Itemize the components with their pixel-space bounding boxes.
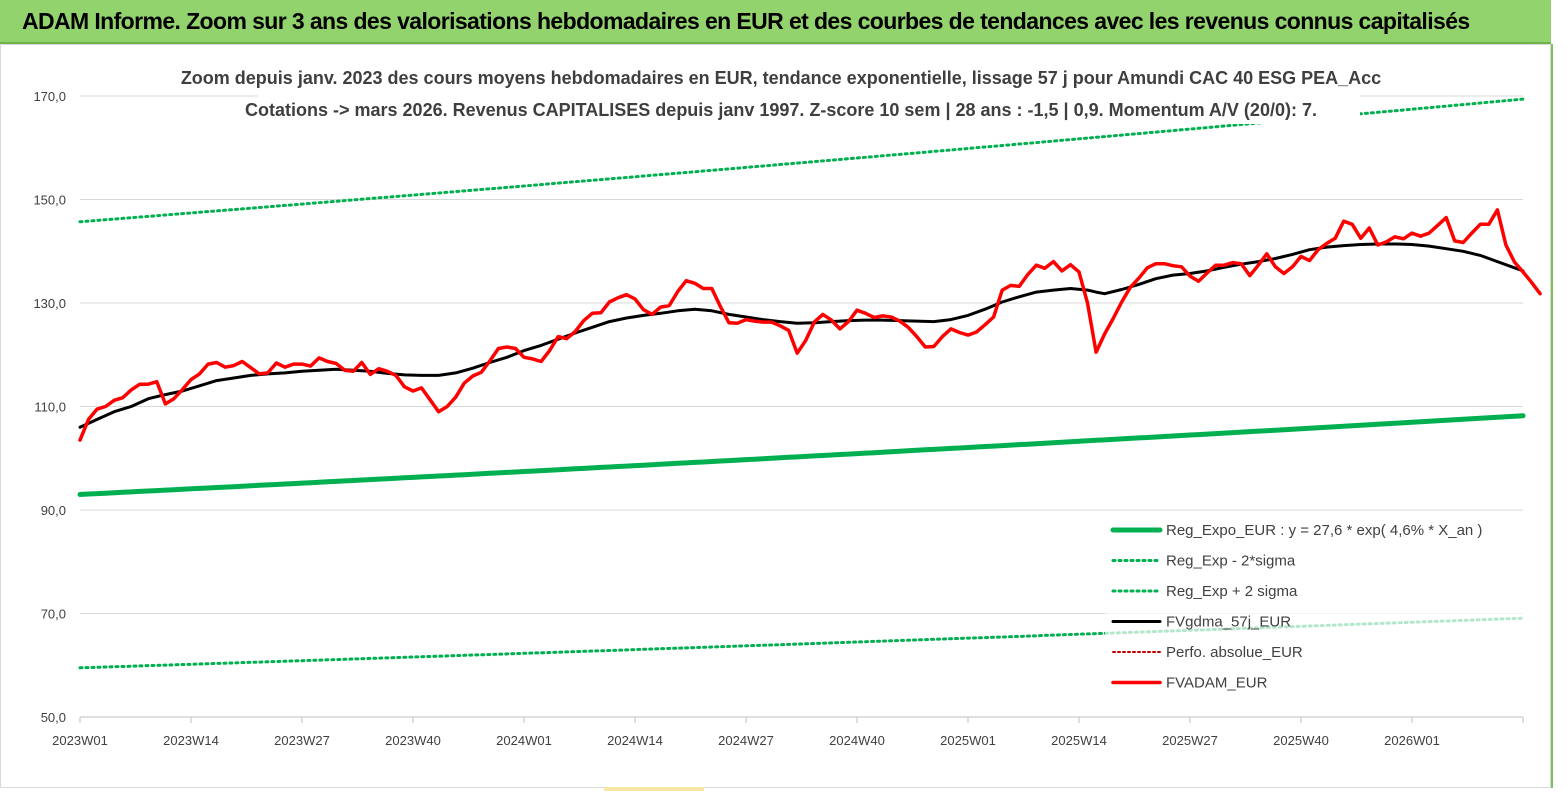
legend-entry: FVADAM_EUR [1166,675,1268,692]
x-tick-label: 2024W27 [718,733,774,748]
legend-background [1105,513,1525,696]
header-banner: ADAM Informe. Zoom sur 3 ans des valoris… [0,0,1551,44]
bottom-tab-marker [604,787,704,791]
x-tick-label: 2025W27 [1162,733,1218,748]
x-tick-label: 2023W01 [52,733,108,748]
x-tick-label: 2025W40 [1273,733,1329,748]
y-tick-label: 170,0 [33,89,66,104]
x-tick-label: 2024W40 [829,733,885,748]
chart-title-line-1: Zoom depuis janv. 2023 des cours moyens … [181,68,1381,88]
y-tick-label: 70,0 [41,607,66,622]
legend: Reg_Expo_EUR : y = 27,6 * exp( 4,6% * X_… [1105,513,1525,696]
legend-entry: Perfo. absolue_EUR [1166,644,1303,661]
chart-frame [0,44,1551,788]
x-tick-label: 2024W14 [607,733,663,748]
x-tick-label: 2023W14 [163,733,219,748]
title-background [258,58,1360,124]
legend-entry: FVgdma_57j_EUR [1166,614,1291,631]
x-tick-label: 2023W27 [274,733,330,748]
legend-entry: Reg_Exp - 2*sigma [1166,553,1296,570]
y-tick-label: 90,0 [41,503,66,518]
series-fvadam [78,208,1542,442]
x-tick-label: 2023W40 [385,733,441,748]
x-tick-label: 2026W01 [1384,733,1440,748]
y-tick-label: 150,0 [33,193,66,208]
y-tick-label: 130,0 [33,296,66,311]
x-tick-label: 2025W14 [1051,733,1107,748]
legend-entry: Reg_Expo_EUR : y = 27,6 * exp( 4,6% * X_… [1166,522,1482,539]
y-tick-label: 50,0 [41,710,66,725]
right-border [1551,44,1567,788]
report-title: ADAM Informe. Zoom sur 3 ans des valoris… [22,8,1470,34]
series-fvgdma-57j [78,242,1525,429]
x-axis-ticks: 2023W01 2023W14 2023W27 2023W40 2024W01 2024W… [52,717,1524,748]
series-reg-expo [77,413,1526,497]
y-axis-ticks: 50,0 70,0 90,0 110,0 130,0 150,0 170,0 [33,89,66,725]
y-tick-label: 110,0 [34,400,66,415]
chart-title-line-2: Cotations -> mars 2026. Revenus CAPITALI… [245,100,1317,120]
x-tick-label: 2025W01 [940,733,996,748]
legend-entry: Reg_Exp + 2 sigma [1166,583,1298,600]
x-tick-label: 2024W01 [496,733,552,748]
